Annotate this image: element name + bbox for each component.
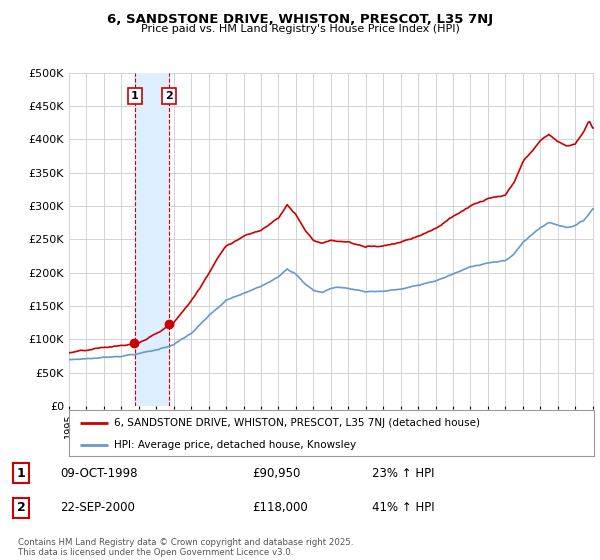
Text: £90,950: £90,950 <box>252 466 301 480</box>
Text: 2: 2 <box>165 91 173 101</box>
Text: Price paid vs. HM Land Registry's House Price Index (HPI): Price paid vs. HM Land Registry's House … <box>140 24 460 34</box>
Text: £118,000: £118,000 <box>252 501 308 515</box>
Text: 41% ↑ HPI: 41% ↑ HPI <box>372 501 434 515</box>
Text: 09-OCT-1998: 09-OCT-1998 <box>60 466 137 480</box>
Text: 2: 2 <box>17 501 25 515</box>
Text: HPI: Average price, detached house, Knowsley: HPI: Average price, detached house, Know… <box>113 440 356 450</box>
Text: 23% ↑ HPI: 23% ↑ HPI <box>372 466 434 480</box>
Text: 6, SANDSTONE DRIVE, WHISTON, PRESCOT, L35 7NJ (detached house): 6, SANDSTONE DRIVE, WHISTON, PRESCOT, L3… <box>113 418 479 428</box>
Text: Contains HM Land Registry data © Crown copyright and database right 2025.
This d: Contains HM Land Registry data © Crown c… <box>18 538 353 557</box>
Text: 6, SANDSTONE DRIVE, WHISTON, PRESCOT, L35 7NJ: 6, SANDSTONE DRIVE, WHISTON, PRESCOT, L3… <box>107 13 493 26</box>
Text: 22-SEP-2000: 22-SEP-2000 <box>60 501 135 515</box>
Text: 1: 1 <box>131 91 139 101</box>
Text: 1: 1 <box>17 466 25 480</box>
Bar <box>135 73 169 406</box>
